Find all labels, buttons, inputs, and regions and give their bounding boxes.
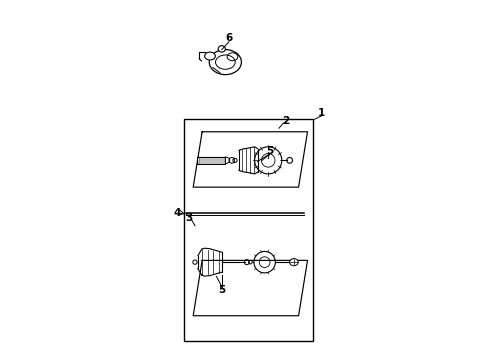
Ellipse shape — [205, 52, 215, 60]
Text: 4: 4 — [173, 208, 181, 218]
Text: 5: 5 — [267, 147, 273, 157]
Ellipse shape — [227, 53, 238, 61]
Text: 2: 2 — [282, 116, 290, 126]
Ellipse shape — [218, 46, 225, 52]
Bar — [184, 119, 313, 341]
Text: 6: 6 — [225, 33, 233, 43]
Text: 3: 3 — [186, 212, 193, 222]
Ellipse shape — [209, 50, 242, 75]
Polygon shape — [225, 157, 230, 164]
Text: 1: 1 — [318, 108, 325, 118]
Ellipse shape — [290, 258, 298, 266]
Bar — [197, 157, 225, 164]
Text: 5: 5 — [219, 285, 226, 295]
